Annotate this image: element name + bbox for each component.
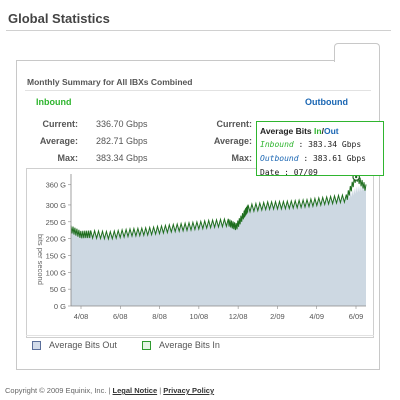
y-axis-label: bits per second [36,234,45,285]
inbound-current-label: Current: [42,119,79,129]
tooltip-outbound-label: Outbound [260,154,299,163]
tooltip-title-prefix: Average Bits [260,126,315,136]
legend-item-in[interactable]: Average Bits In [142,340,220,350]
inbound-heading: Inbound [36,97,72,107]
y-tick-label: 250 G [46,218,67,227]
x-tick-label: 2/09 [270,312,285,321]
y-tick-label: 100 G [46,268,67,277]
panel-tab-join [335,60,378,62]
tooltip-title: Average Bits In/Out [260,124,380,138]
summary-title: Monthly Summary for All IBXs Combined [27,77,193,87]
page-title: Global Statistics [8,11,110,26]
y-tick-label: 200 G [46,235,67,244]
inbound-average-label: Average: [39,136,78,146]
footer: Copyright © 2009 Equinix, Inc. | Legal N… [5,386,215,395]
outbound-heading: Outbound [305,97,348,107]
tooltip-inbound-value: : 383.34 Gbps [293,140,362,149]
tooltip-title-out: Out [323,126,339,136]
privacy-policy-link[interactable]: Privacy Policy [163,386,215,395]
outbound-current-label: Current: [216,119,253,129]
legend-item-out[interactable]: Average Bits Out [32,340,117,350]
x-tick-label: 6/08 [113,312,128,321]
series-out-area [71,183,366,306]
y-tick-label: 0 G [54,302,66,311]
chart-tooltip: Average Bits In/Out Inbound : 383.34 Gbp… [256,121,384,177]
tooltip-inbound-row: Inbound : 383.34 Gbps [260,138,380,152]
tooltip-title-sep: / [321,126,324,136]
inbound-current-value: 336.70 Gbps [96,119,148,129]
legend-swatch-out [32,340,41,350]
x-tick-label: 8/08 [152,312,167,321]
inbound-average-value: 282.71 Gbps [96,136,148,146]
tooltip-inbound-label: Inbound [260,140,294,149]
tooltip-outbound-value: : 383.61 Gbps [298,154,366,163]
panel-tab [334,43,380,62]
x-tick-label: 4/09 [309,312,324,321]
title-divider [6,30,391,31]
x-tick-label: 12/08 [229,312,248,321]
legend-label-out: Average Bits Out [49,340,117,350]
max-point-dot [354,175,358,179]
traffic-chart[interactable]: 0 G 50 G 100 G 150 G 200 G 250 G 300 G 360 G bit… [26,168,374,335]
legal-notice-link[interactable]: Legal Notice [112,386,158,395]
tooltip-title-in: In [314,126,322,136]
inbound-max-value: 383.34 Gbps [96,153,148,163]
x-tick-label: 10/08 [189,312,208,321]
legend-divider [26,335,374,336]
y-tick-label: 150 G [46,251,67,260]
x-tick-label: 4/08 [74,312,89,321]
y-tick-label: 50 G [50,285,66,294]
summary-divider [25,90,371,91]
inbound-max-label: Max: [57,153,78,163]
y-tick-label: 360 G [46,181,67,190]
x-tick-label: 6/09 [349,312,364,321]
tooltip-date: Date : 07/09 [260,168,318,177]
outbound-average-label: Average: [213,136,252,146]
legend-swatch-in [142,340,151,350]
legend-label-in: Average Bits In [159,340,220,350]
y-tick-label: 300 G [46,201,67,210]
outbound-max-label: Max: [231,153,252,163]
series-in-line [70,173,367,241]
tooltip-outbound-row: Outbound : 383.61 Gbps [260,152,380,166]
